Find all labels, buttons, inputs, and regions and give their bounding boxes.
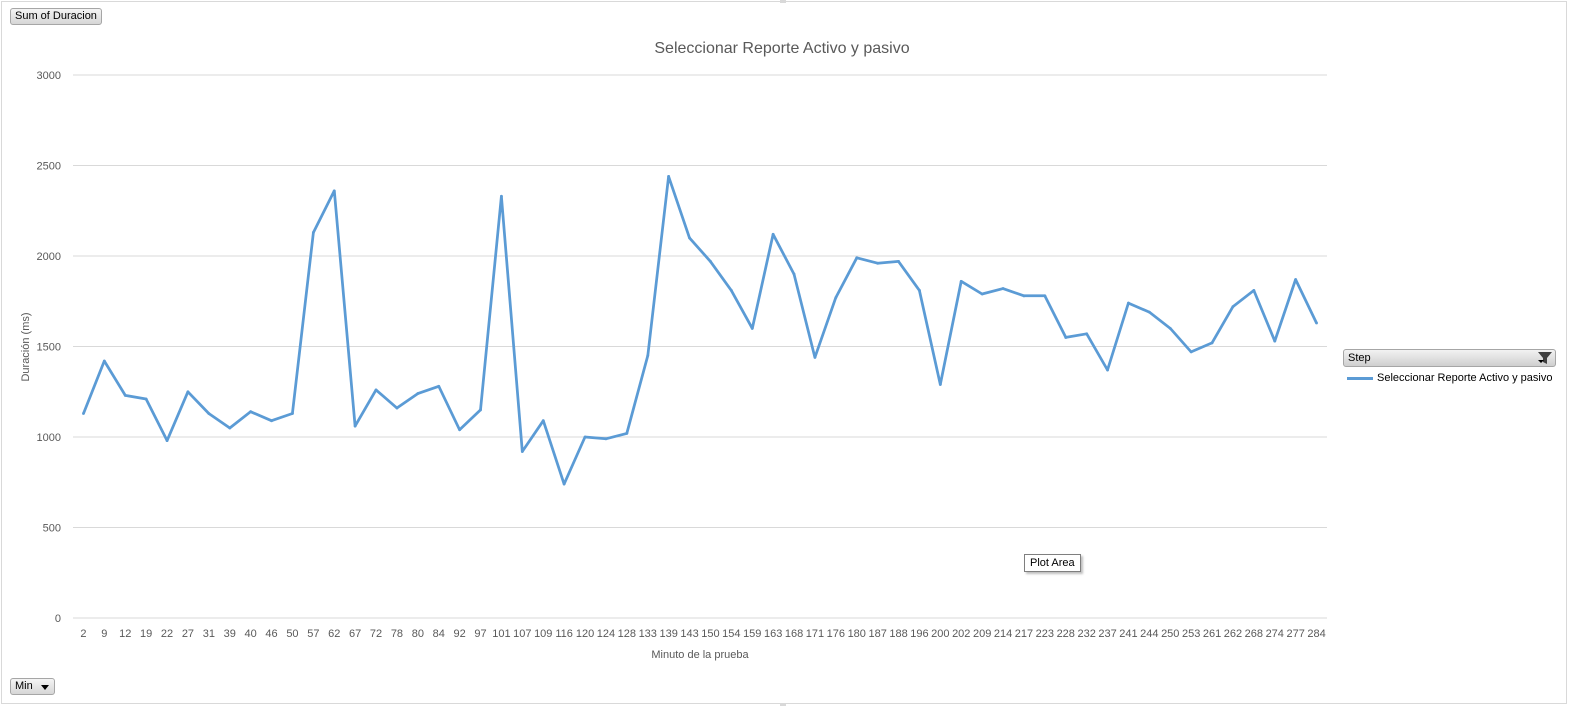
top-resize-handle[interactable] [780,0,786,3]
legend-step-field-button[interactable]: Step [1343,349,1556,367]
bottom-resize-handle[interactable] [780,703,786,706]
filter-icon[interactable] [1537,351,1553,365]
legend-field-label: Step [1348,352,1371,364]
plot-area-tooltip: Plot Area [1024,554,1081,572]
legend-entry: Seleccionar Reporte Activo y pasivo [1347,372,1552,384]
sum-of-duracion-field-button[interactable]: Sum of Duracion [10,8,102,25]
legend-swatch [1347,376,1373,380]
min-filter-button[interactable]: Min [10,678,55,695]
legend-entry-label: Seleccionar Reporte Activo y pasivo [1377,372,1553,384]
chevron-down-icon [41,685,49,690]
min-filter-label: Min [15,680,33,692]
